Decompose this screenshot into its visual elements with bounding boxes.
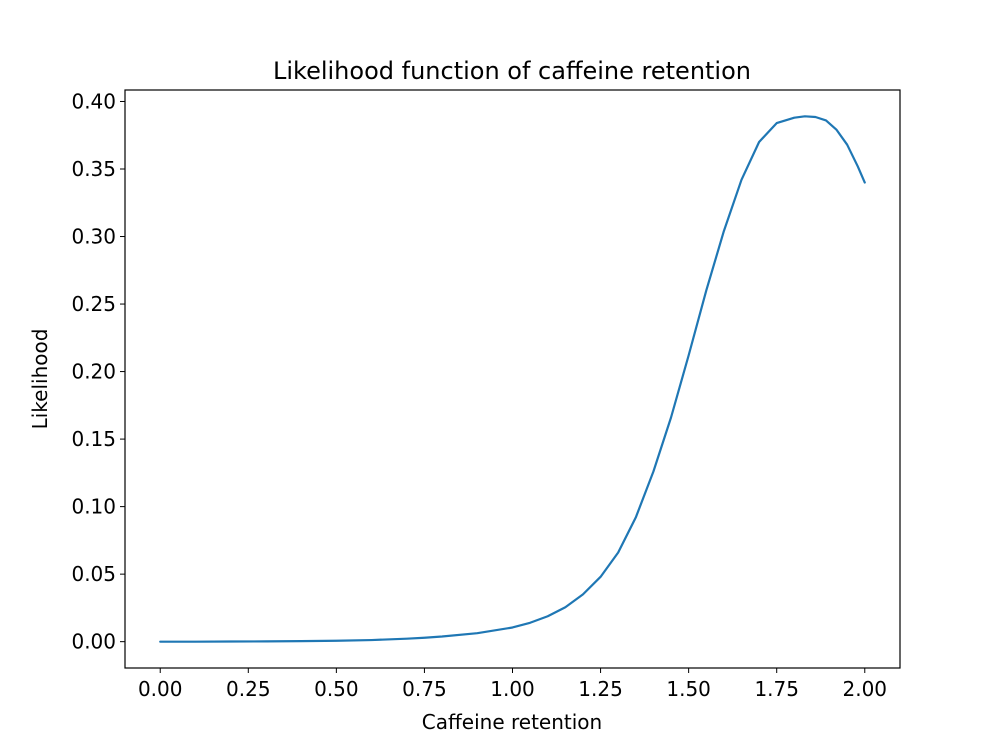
y-tick-label: 0.05 xyxy=(71,562,116,586)
y-tick-label: 0.25 xyxy=(71,292,116,316)
x-axis-ticks: 0.00 0.25 0.50 0.75 1.00 1.25 1.50 1.75 2.00 xyxy=(138,668,887,701)
x-tick-label: 2.00 xyxy=(843,677,888,701)
x-tick-label: 1.50 xyxy=(666,677,711,701)
x-tick-label: 1.25 xyxy=(578,677,623,701)
y-tick-label: 0.30 xyxy=(71,225,116,249)
x-tick-label: 1.75 xyxy=(754,677,799,701)
y-axis-ticks: 0.00 0.05 0.10 0.15 0.20 0.25 0.30 0.35 0.40 xyxy=(71,89,125,654)
y-tick-label: 0.40 xyxy=(71,89,116,113)
x-tick-label: 0.25 xyxy=(226,677,271,701)
x-axis-label: Caffeine retention xyxy=(422,710,602,734)
y-tick-label: 0.00 xyxy=(71,630,116,654)
plot-area xyxy=(124,89,901,669)
y-tick-label: 0.35 xyxy=(71,157,116,181)
x-tick-label: 0.50 xyxy=(314,677,359,701)
chart-title: Likelihood function of caffeine retentio… xyxy=(273,57,751,85)
x-tick-label: 1.00 xyxy=(490,677,535,701)
series-layer xyxy=(159,115,866,643)
y-axis-label: Likelihood xyxy=(28,329,52,430)
y-tick-label: 0.10 xyxy=(71,495,116,519)
y-tick-label: 0.20 xyxy=(71,360,116,384)
x-tick-label: 0.75 xyxy=(402,677,447,701)
likelihood-line xyxy=(159,115,866,643)
y-tick-label: 0.15 xyxy=(71,427,116,451)
x-tick-label: 0.00 xyxy=(138,677,183,701)
